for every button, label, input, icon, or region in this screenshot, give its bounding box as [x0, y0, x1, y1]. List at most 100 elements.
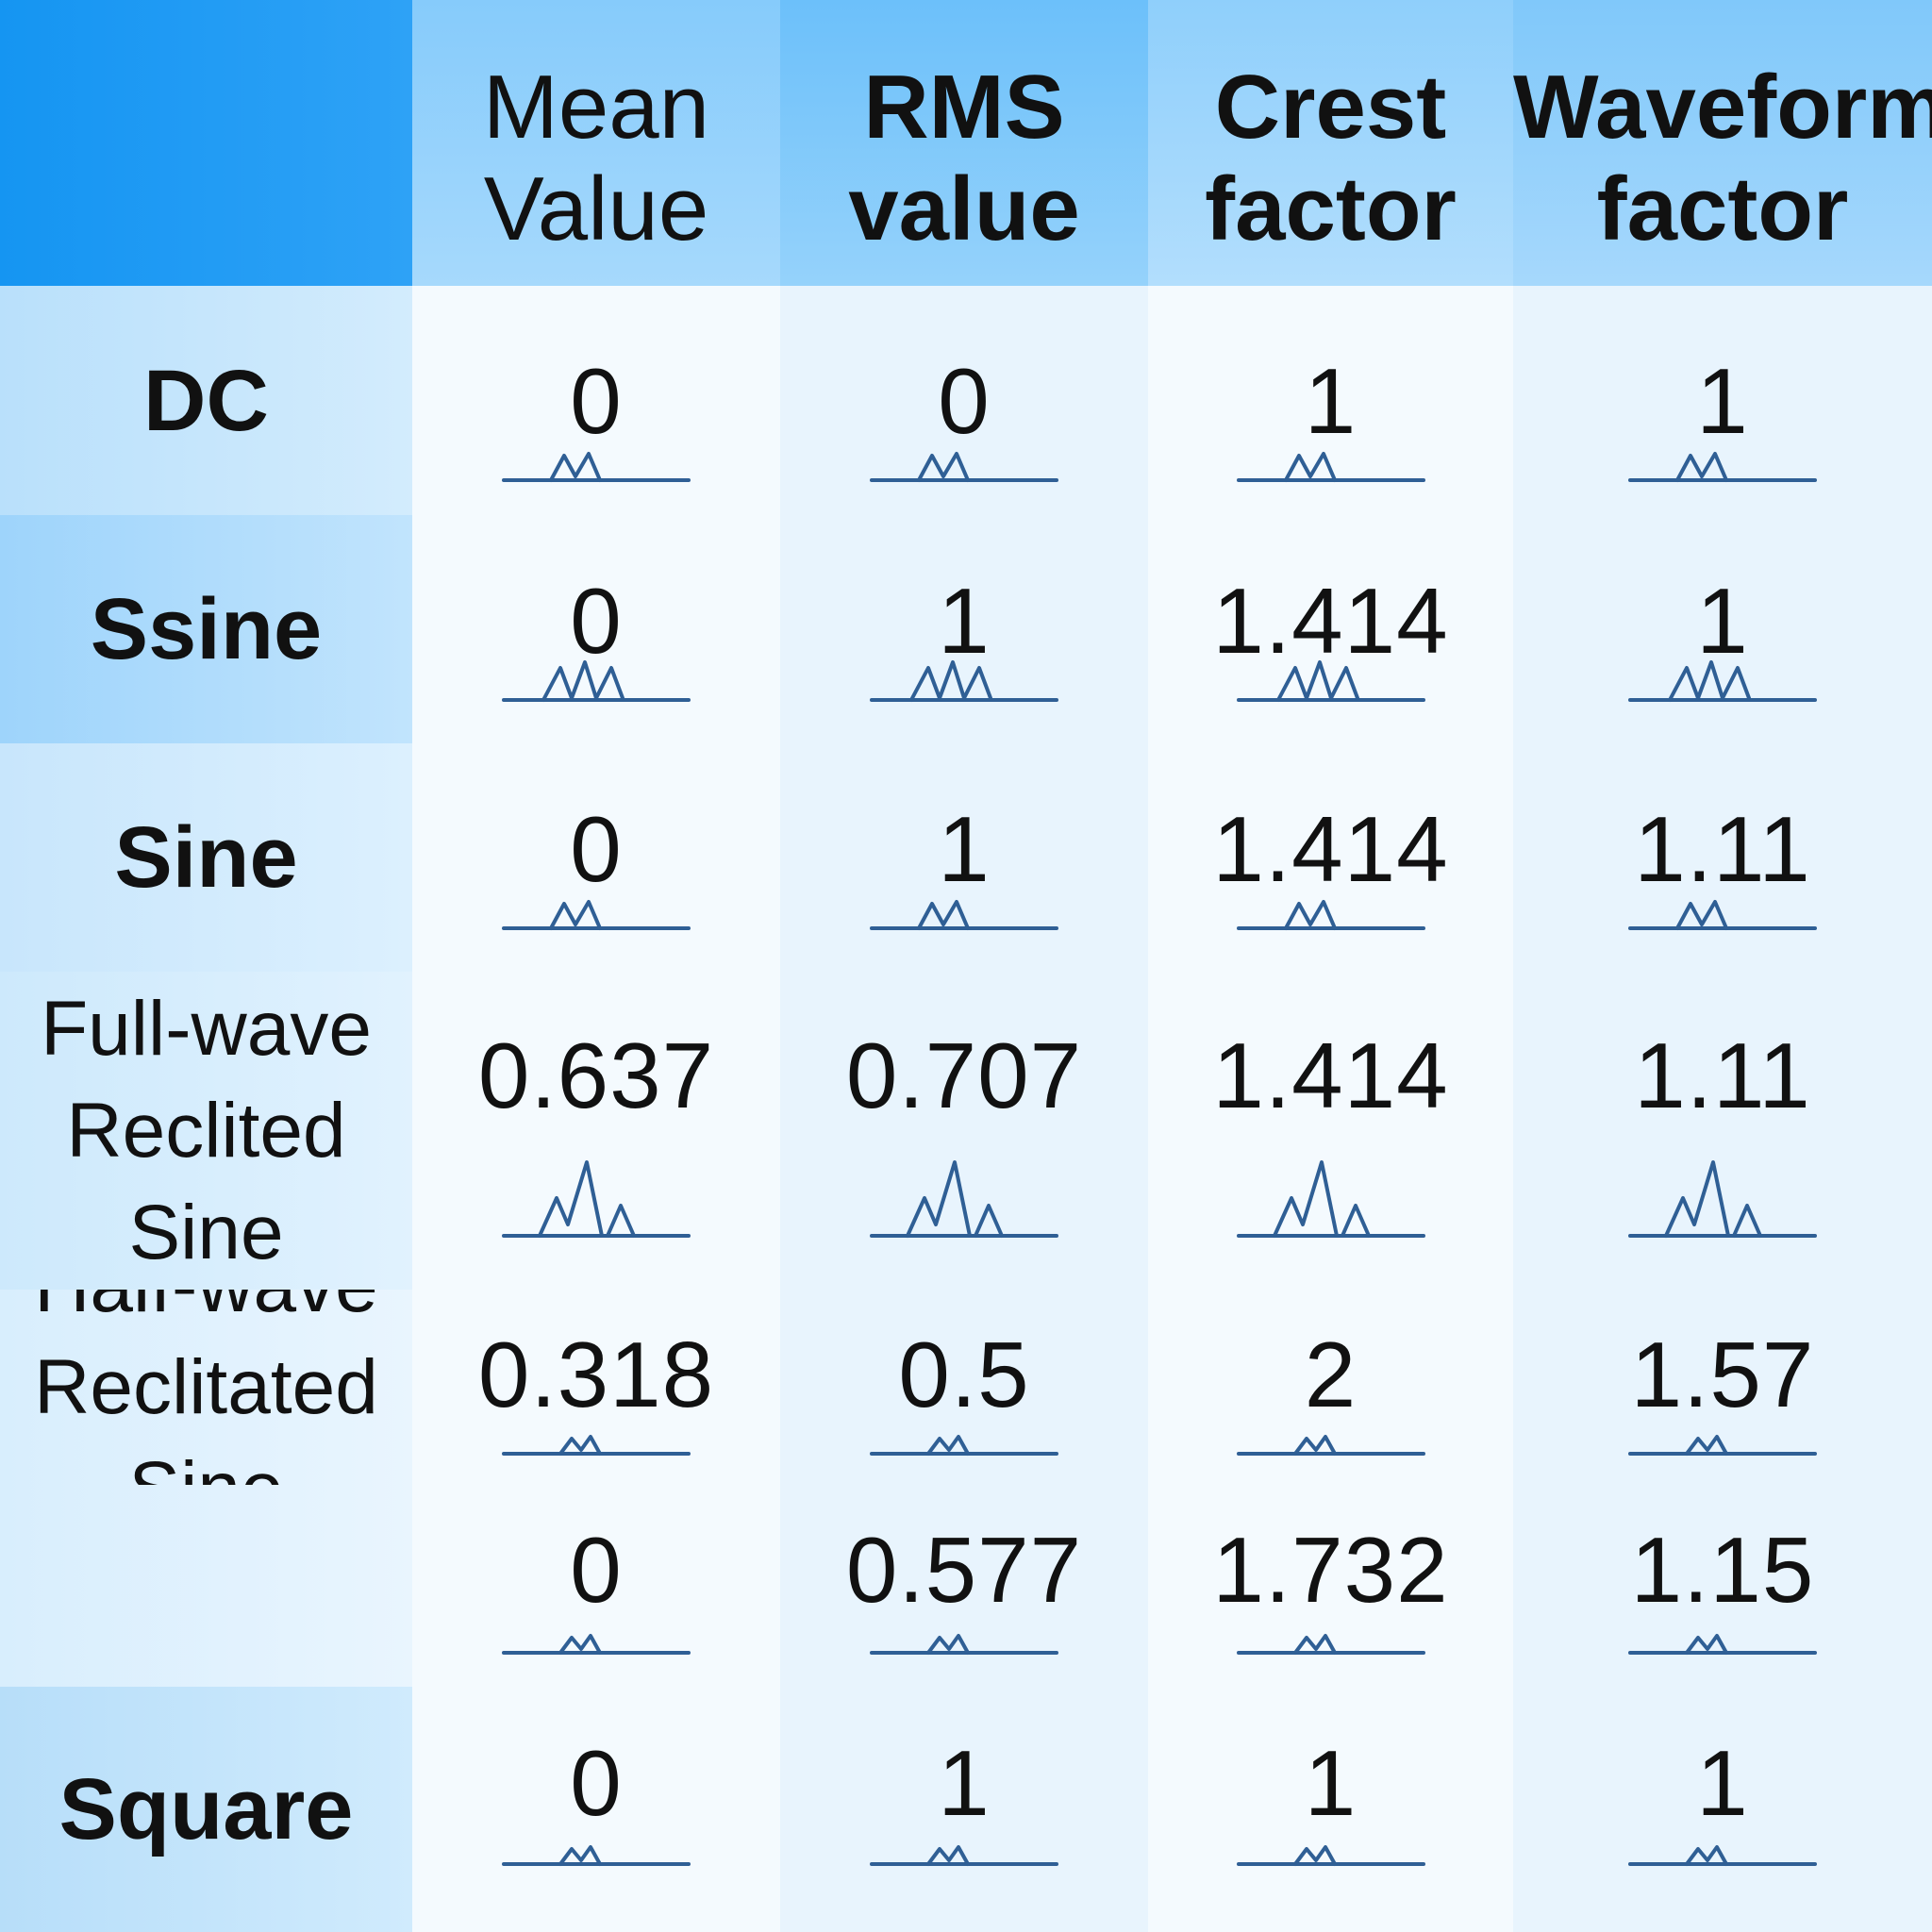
value-cell: 1 [1513, 1687, 1932, 1932]
value-number: 0.318 [477, 1323, 715, 1426]
value-cell: 0.707 [780, 972, 1148, 1290]
value-number: 0 [570, 349, 623, 453]
value-number: 1 [938, 1731, 991, 1835]
value-number: 1.414 [1212, 569, 1449, 673]
waveform-icon [1628, 452, 1817, 482]
value-cell: 1 [1148, 1687, 1513, 1932]
row-label: Sine [114, 809, 298, 906]
header-mean-value: Mean Value [412, 0, 780, 286]
value-number: 1.11 [1634, 797, 1811, 901]
header-label: Crest factor [1205, 57, 1457, 259]
waveform-icon [1236, 1634, 1425, 1655]
value-cell: 1.11 [1513, 972, 1932, 1290]
waveform-icon [870, 1845, 1058, 1866]
header-rms-value: RMS value [780, 0, 1148, 286]
value-number: 0.637 [477, 1024, 715, 1127]
value-number: 1.414 [1212, 1024, 1449, 1127]
waveform-icon [1236, 1435, 1425, 1456]
row-label: Full-wave Reclited Sine [41, 985, 372, 1275]
value-number: 1.15 [1630, 1518, 1815, 1622]
waveform-icon [1628, 1845, 1817, 1866]
waveform-icon [870, 900, 1058, 930]
value-cell: 1.15 [1513, 1485, 1932, 1687]
value-number: 0.5 [898, 1323, 1030, 1426]
value-number: 0 [570, 797, 623, 901]
value-cell: 0 [412, 515, 780, 743]
waveform-icon [502, 452, 691, 482]
row-label-cell: Ssine [0, 515, 412, 743]
waveform-icon [870, 1634, 1058, 1655]
value-number: 0.577 [845, 1518, 1083, 1622]
value-number: 0 [570, 1731, 623, 1835]
waveform-icon [1628, 1435, 1817, 1456]
waveform-icon [502, 1845, 691, 1866]
value-cell: 0.5 [780, 1290, 1148, 1485]
waveform-icon [502, 660, 691, 702]
header-label: Mean Value [482, 57, 710, 259]
row-label-cell [0, 1485, 412, 1687]
header-corner [0, 0, 412, 286]
waveform-icon [870, 1435, 1058, 1456]
value-cell: 0 [412, 1687, 780, 1932]
value-cell: 0 [412, 286, 780, 515]
value-cell: 0 [780, 286, 1148, 515]
value-cell: 1.414 [1148, 743, 1513, 972]
waveform-icon [1628, 900, 1817, 930]
header-crest-factor: Crest factor [1148, 0, 1513, 286]
value-number: 1 [938, 797, 991, 901]
value-cell: 0.577 [780, 1485, 1148, 1687]
value-number: 1 [1696, 349, 1749, 453]
value-number: 1 [1304, 349, 1357, 453]
value-cell: 1 [780, 743, 1148, 972]
waveform-icon [1628, 1160, 1817, 1238]
header-waveform-factor: Waveform factor [1513, 0, 1932, 286]
waveform-icon [502, 1160, 691, 1238]
value-number: 0.707 [845, 1024, 1083, 1127]
row-label: DC [143, 352, 269, 449]
value-cell: 0.637 [412, 972, 780, 1290]
row-label-cell: Sine [0, 743, 412, 972]
waveform-icon [1236, 1845, 1425, 1866]
value-cell: 1 [1513, 286, 1932, 515]
value-cell: 1.414 [1148, 972, 1513, 1290]
value-number: 1.732 [1212, 1518, 1449, 1622]
row-label-cell: Full-wave Reclited Sine [0, 972, 412, 1290]
row-label-cell: DC [0, 286, 412, 515]
waveform-icon [870, 452, 1058, 482]
waveform-icon [870, 660, 1058, 702]
value-cell: 1 [780, 1687, 1148, 1932]
value-cell: 1.11 [1513, 743, 1932, 972]
value-cell: 2 [1148, 1290, 1513, 1485]
waveform-icon [502, 900, 691, 930]
row-label-cell: Square [0, 1687, 412, 1932]
value-cell: 1.57 [1513, 1290, 1932, 1485]
waveform-icon [1236, 660, 1425, 702]
value-cell: 1.414 [1148, 515, 1513, 743]
waveform-icon [1236, 1160, 1425, 1238]
value-cell: 0 [412, 1485, 780, 1687]
value-cell: 0.318 [412, 1290, 780, 1485]
value-number: 1 [1304, 1731, 1357, 1835]
value-cell: 1 [1513, 515, 1932, 743]
value-number: 1 [1696, 1731, 1749, 1835]
value-number: 0 [570, 1518, 623, 1622]
value-number: 0 [938, 349, 991, 453]
waveform-icon [1628, 1634, 1817, 1655]
waveform-icon [502, 1435, 691, 1456]
value-number: 1 [1696, 569, 1749, 673]
row-label: Half-wave Reclitated Sine [34, 1290, 378, 1485]
value-number: 2 [1304, 1323, 1357, 1426]
row-label: Square [58, 1761, 354, 1857]
value-cell: 1 [780, 515, 1148, 743]
waveform-icon [502, 1634, 691, 1655]
value-cell: 1.732 [1148, 1485, 1513, 1687]
row-label: Ssine [90, 581, 323, 677]
header-label: Waveform factor [1513, 57, 1932, 259]
value-number: 1.11 [1634, 1024, 1811, 1127]
row-label-cell: Half-wave Reclitated Sine [0, 1290, 412, 1485]
waveform-icon [1628, 660, 1817, 702]
value-cell: 0 [412, 743, 780, 972]
value-number: 1.414 [1212, 797, 1449, 901]
value-number: 1 [938, 569, 991, 673]
